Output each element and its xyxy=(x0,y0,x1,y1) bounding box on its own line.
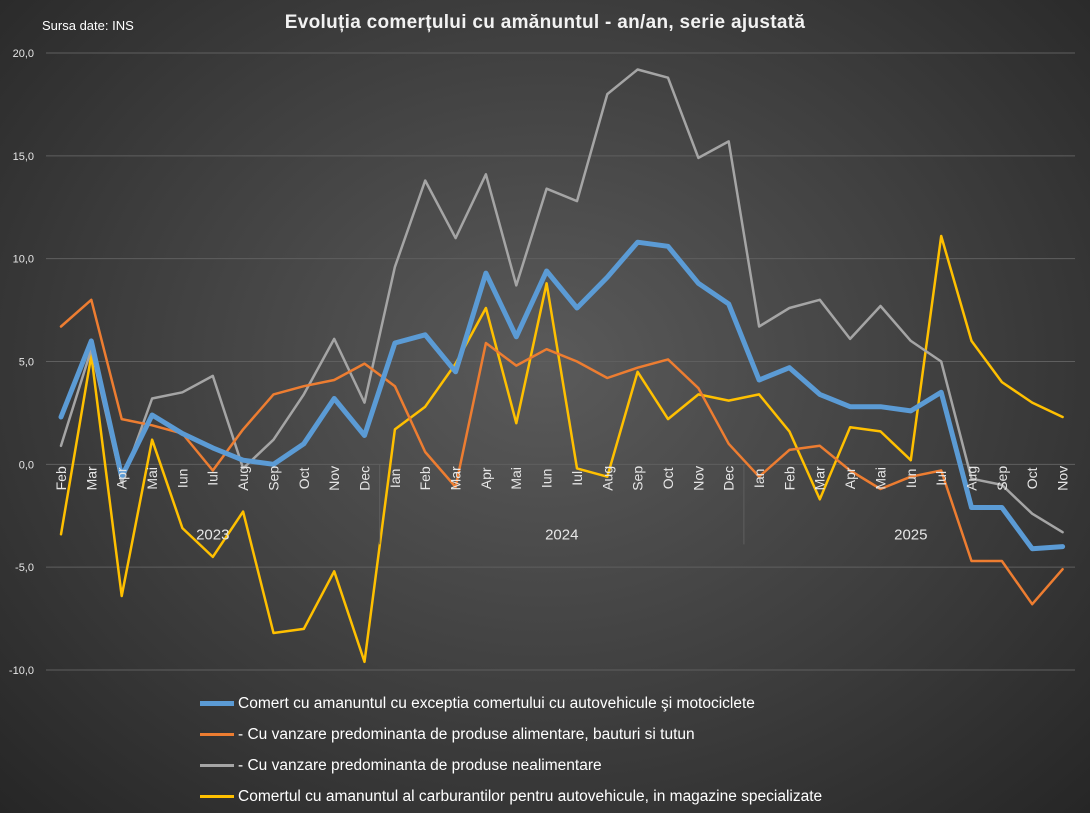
y-tick-label: -5,0 xyxy=(15,562,34,574)
series-lines xyxy=(58,68,1066,664)
x-tick-label: Nov xyxy=(326,466,342,491)
x-tick-label: Ian xyxy=(387,469,403,488)
x-tick-label: Iul xyxy=(205,471,221,486)
legend-swatch xyxy=(200,795,234,798)
x-tick-label: Iul xyxy=(569,471,585,486)
series-line-2 xyxy=(59,68,1064,534)
legend-item-total: Comert cu amanuntul cu exceptia comertul… xyxy=(200,688,822,719)
chart-title: Evoluția comerțului cu amănuntul - an/an… xyxy=(284,12,806,33)
x-tick-label: Aug xyxy=(964,466,980,491)
x-tick-label: Iun xyxy=(539,469,555,488)
legend-swatch xyxy=(200,764,234,767)
legend: Comert cu amanuntul cu exceptia comertul… xyxy=(200,688,822,812)
x-tick-label: Iun xyxy=(174,469,190,488)
x-tick-label: Mar xyxy=(812,466,828,490)
x-tick-label: Feb xyxy=(417,466,433,490)
legend-swatch xyxy=(200,733,234,736)
legend-item-nonfood: - Cu vanzare predominanta de produse nea… xyxy=(200,750,822,781)
x-tick-label: Sep xyxy=(994,466,1010,491)
series-line-3 xyxy=(59,234,1064,664)
x-tick-label: Mai xyxy=(508,467,524,490)
legend-label: Comertul cu amanuntul al carburantilor p… xyxy=(238,787,823,805)
series-line-0 xyxy=(58,239,1066,552)
x-axis-ticks: Feb Mar Apr Mai Iun Iul Aug Sep Oct Nov Dec Ian Feb M… xyxy=(53,466,1071,491)
x-tick-label: Feb xyxy=(53,466,69,490)
x-tick-label: Oct xyxy=(660,467,676,489)
legend-item-fuel: Comertul cu amanuntul al carburantilor p… xyxy=(200,781,822,812)
x-tick-label: Ian xyxy=(751,469,767,488)
y-tick-label: 5,0 xyxy=(19,357,34,369)
x-tick-label: Feb xyxy=(781,466,797,490)
x-tick-label: Apr xyxy=(842,467,858,489)
x-tick-label: Sep xyxy=(265,466,281,491)
x-tick-label: Mai xyxy=(144,467,160,490)
x-tick-label: Mar xyxy=(83,466,99,490)
x-tick-label: Nov xyxy=(1055,466,1071,491)
x-tick-label: Mar xyxy=(448,466,464,490)
x-tick-label: Sep xyxy=(630,466,646,491)
x-tick-label: Oct xyxy=(296,467,312,489)
x-tick-label: Apr xyxy=(114,467,130,489)
series-line-1 xyxy=(59,298,1064,606)
x-tick-label: Aug xyxy=(235,466,251,491)
year-group-labels: 2023 2024 2025 xyxy=(196,464,927,545)
legend-label: - Cu vanzare predominanta de produse nea… xyxy=(238,756,602,774)
x-tick-label: Aug xyxy=(599,466,615,491)
legend-item-food: - Cu vanzare predominanta de produse ali… xyxy=(200,719,822,750)
legend-label: - Cu vanzare predominanta de produse ali… xyxy=(238,725,695,743)
x-tick-label: Nov xyxy=(690,466,706,491)
x-tick-label: Iun xyxy=(903,469,919,488)
year-label: 2023 xyxy=(196,526,229,543)
y-tick-label: -10,0 xyxy=(9,665,34,677)
x-tick-label: Iul xyxy=(933,471,949,486)
x-tick-label: Apr xyxy=(478,467,494,489)
year-label: 2025 xyxy=(894,526,927,543)
x-tick-label: Mai xyxy=(872,467,888,490)
x-tick-label: Oct xyxy=(1024,467,1040,489)
legend-label: Comert cu amanuntul cu exceptia comertul… xyxy=(238,694,755,712)
x-tick-label: Dec xyxy=(721,466,737,491)
y-tick-label: 15,0 xyxy=(13,151,34,163)
x-tick-label: Dec xyxy=(357,466,373,491)
y-axis-ticks: -10,0 -5,0 0,0 5,0 10,0 15,0 20,0 xyxy=(9,48,34,677)
y-tick-label: 20,0 xyxy=(13,48,34,60)
legend-swatch xyxy=(200,701,234,706)
year-label: 2024 xyxy=(545,526,578,543)
source-note: Sursa date: INS xyxy=(42,18,134,33)
y-tick-label: 0,0 xyxy=(19,459,34,471)
y-tick-label: 10,0 xyxy=(13,254,34,266)
